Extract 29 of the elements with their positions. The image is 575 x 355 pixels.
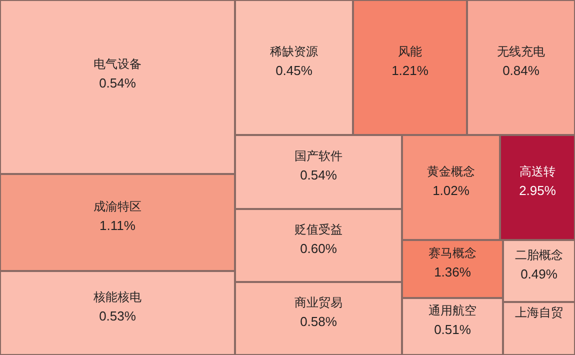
data-label: 2.95% — [519, 183, 556, 198]
category-label: 通用航空 — [428, 304, 476, 318]
category-label: 赛马概念 — [428, 246, 476, 260]
category-label: 黄金概念 — [427, 164, 475, 179]
data-label: 1.02% — [432, 183, 470, 198]
category-label: 电气设备 — [94, 57, 142, 72]
data-label: 0.54% — [300, 168, 338, 183]
category-label: 成渝特区 — [94, 200, 142, 214]
data-label: 1.36% — [434, 264, 472, 280]
category-label: 稀缺资源 — [270, 44, 318, 59]
data-label: 0.84% — [502, 63, 540, 78]
data-label: 0.58% — [300, 314, 338, 330]
data-label: 0.51% — [434, 322, 472, 338]
category-label: 无线充电 — [497, 44, 545, 59]
category-label: 上海自贸 — [515, 306, 563, 320]
category-label: 核能核电 — [92, 290, 142, 304]
data-label: 1.21% — [392, 63, 429, 78]
category-label: 二胎概念 — [515, 248, 563, 262]
category-label: 国产软件 — [294, 149, 342, 164]
data-label: 0.53% — [99, 308, 136, 324]
category-label: 贬值受益 — [294, 222, 342, 237]
category-label: 商业贸易 — [294, 296, 342, 310]
data-label: 0.60% — [300, 241, 338, 256]
category-label: 高送转 — [520, 164, 556, 179]
data-label: 1.11% — [100, 218, 136, 234]
data-label: 0.45% — [276, 63, 313, 78]
data-label: 0.54% — [99, 76, 136, 91]
category-label: 风能 — [398, 44, 422, 59]
data-label: 0.49% — [520, 266, 558, 282]
